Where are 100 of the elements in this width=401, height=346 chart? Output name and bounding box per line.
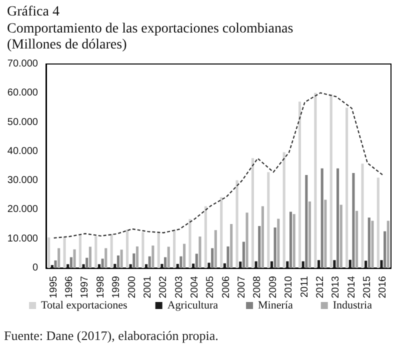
bar [208, 262, 210, 268]
bar [82, 264, 85, 268]
bar [324, 200, 327, 268]
bar [364, 260, 368, 268]
bar [157, 233, 160, 268]
bar [340, 204, 342, 268]
x-tick-label: 2006 [220, 276, 232, 298]
chart-subtitle: Comportamiento de las exportaciones colombianas (Millones de dólares) [7, 22, 297, 52]
x-tick-label: 2008 [252, 276, 264, 298]
bar [282, 152, 286, 268]
bar [239, 262, 242, 268]
source-note: Fuente: Dane (2017), elaboración propia. [4, 328, 218, 343]
bar [63, 236, 66, 268]
bar [73, 249, 76, 268]
x-tick-label: 2014 [346, 276, 358, 298]
bar [167, 246, 170, 268]
bar [192, 264, 195, 268]
bar [132, 253, 136, 268]
bar [376, 178, 380, 268]
bar [356, 210, 358, 268]
bar [144, 264, 148, 268]
bar [368, 218, 370, 268]
line-series [53, 92, 384, 239]
bar [270, 261, 273, 268]
bar [230, 224, 233, 268]
x-tick-label: 2004 [189, 276, 200, 298]
bar [286, 261, 289, 268]
bar [298, 102, 302, 268]
bar [226, 246, 230, 268]
bar [180, 256, 182, 268]
bar [148, 256, 151, 268]
bar [110, 234, 113, 268]
bar [129, 264, 132, 268]
bar [183, 244, 186, 268]
bar [371, 220, 374, 268]
bar [330, 94, 332, 268]
x-tick-label: 1997 [80, 276, 91, 298]
bar [274, 227, 276, 268]
bar [246, 212, 248, 268]
bar [348, 260, 352, 268]
bar [236, 180, 238, 268]
bar [116, 255, 120, 268]
bar [289, 212, 292, 268]
bar [302, 261, 304, 268]
chart-title: Gráfica 4 [7, 4, 60, 20]
bar [308, 202, 312, 268]
bar [267, 172, 270, 268]
y-tick-label: 60.000 [7, 88, 38, 99]
x-tick-label: 2013 [330, 276, 342, 298]
bar [336, 168, 340, 268]
bar [380, 260, 383, 268]
bar [173, 230, 176, 268]
bar [242, 242, 245, 268]
bar [314, 92, 317, 268]
bar [50, 265, 54, 268]
y-tick-label: 20.000 [7, 204, 38, 216]
x-tick-label: 2003 [174, 276, 185, 298]
bar [261, 206, 264, 268]
bar [48, 237, 50, 268]
x-tick-label: 2012 [314, 276, 326, 298]
bar [70, 257, 72, 268]
bar [198, 236, 202, 268]
bar [214, 230, 217, 268]
bar [292, 214, 296, 268]
x-tick-label: 2016 [378, 276, 389, 298]
x-tick-label: 1996 [64, 276, 76, 298]
bar [86, 258, 88, 268]
x-tick-label: 2002 [158, 276, 170, 298]
bar [317, 260, 320, 268]
x-tick-label: 1995 [48, 276, 60, 298]
bar [101, 258, 104, 268]
bar [251, 158, 254, 268]
legend-label: Total exportaciones [41, 300, 128, 312]
y-tick-label: 40.000 [7, 146, 38, 157]
bar [384, 231, 386, 268]
x-tick-label: 2009 [268, 276, 279, 298]
bar [126, 230, 129, 268]
bar [361, 164, 364, 268]
bar [211, 248, 214, 268]
bar [188, 219, 192, 268]
x-tick-label: 2010 [284, 276, 295, 298]
x-tick-label: 2001 [142, 276, 154, 298]
legend-label: Industria [332, 300, 372, 312]
bar [204, 206, 207, 268]
bar [142, 232, 144, 268]
bar [277, 218, 280, 268]
bar [305, 175, 308, 268]
bar [220, 197, 223, 268]
bar [160, 264, 164, 268]
bar [104, 248, 108, 268]
bar [88, 246, 92, 268]
legend-label: Minería [258, 300, 293, 312]
y-tick-label: 30.000 [7, 175, 38, 186]
bar [164, 257, 167, 268]
bar [66, 264, 70, 268]
y-tick-label: 0 [32, 262, 38, 274]
bar [98, 264, 100, 268]
y-tick-label: 70.000 [7, 58, 38, 70]
bar [176, 264, 179, 268]
bar [258, 226, 261, 268]
